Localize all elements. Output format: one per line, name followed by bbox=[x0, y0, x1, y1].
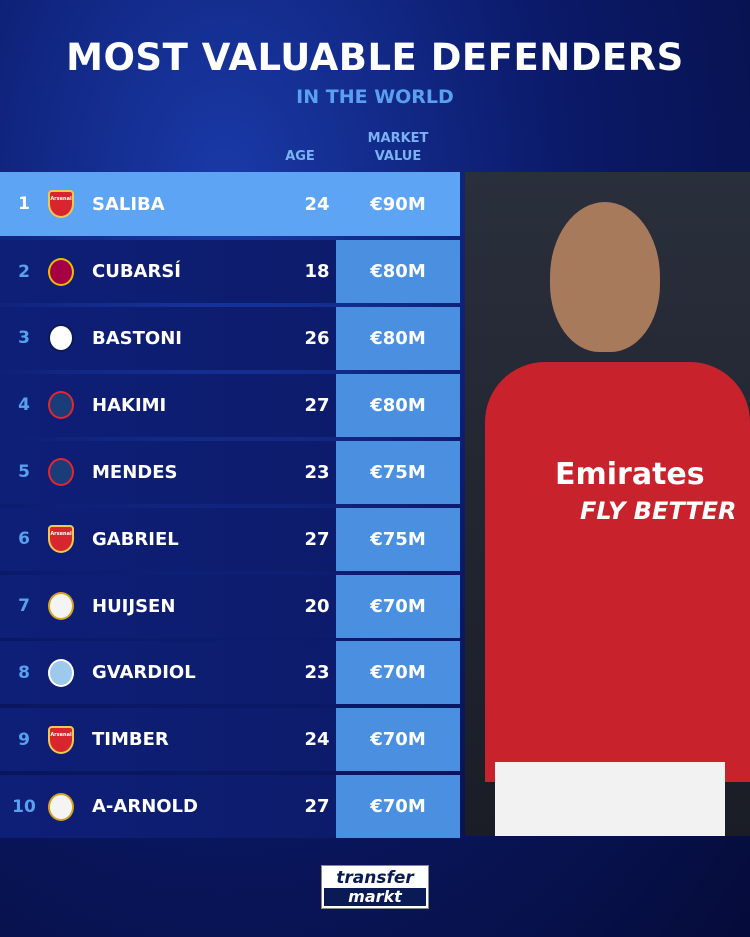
market-value: €75M bbox=[336, 507, 460, 571]
player-head bbox=[550, 202, 660, 352]
player-age: 27 bbox=[304, 528, 330, 550]
player-age: 20 bbox=[304, 595, 330, 617]
player-name: HUIJSEN bbox=[92, 595, 176, 617]
market-value: €90M bbox=[370, 193, 426, 215]
market-value: €80M bbox=[336, 373, 460, 437]
transfermarkt-logo: transfer markt bbox=[321, 865, 429, 909]
rank: 2 bbox=[18, 261, 30, 282]
rank: 4 bbox=[18, 395, 30, 416]
logo-line2: markt bbox=[324, 888, 426, 906]
logo-line1: transfer bbox=[336, 868, 414, 888]
club-crest-icon bbox=[48, 458, 74, 487]
player-name: A-ARNOLD bbox=[92, 796, 198, 818]
rank: 9 bbox=[18, 729, 30, 750]
player-name: CUBARSÍ bbox=[92, 261, 181, 282]
table-row: 10 A-ARNOLD 27 €70M bbox=[0, 775, 460, 839]
player-age: 26 bbox=[304, 327, 330, 349]
club-crest-icon bbox=[48, 324, 74, 353]
market-value: €80M bbox=[336, 306, 460, 370]
age-header: AGE bbox=[285, 149, 315, 164]
player-name: GABRIEL bbox=[92, 528, 179, 550]
market-value: €75M bbox=[336, 440, 460, 504]
value-header-line2: VALUE bbox=[374, 149, 422, 164]
value-header-line1: MARKET bbox=[367, 131, 429, 146]
market-value: €70M bbox=[336, 574, 460, 638]
rank: 3 bbox=[18, 328, 30, 349]
table-row: 1 Arsenal SALIBA 24 €90M bbox=[0, 172, 460, 236]
table-row: 6 Arsenal GABRIEL 27 €75M bbox=[0, 507, 460, 571]
club-crest-icon bbox=[48, 391, 74, 420]
player-age: 24 bbox=[304, 193, 330, 215]
club-crest-icon: Arsenal bbox=[48, 190, 74, 218]
market-value: €70M bbox=[336, 641, 460, 705]
rank: 7 bbox=[18, 596, 30, 616]
player-age: 18 bbox=[304, 261, 330, 282]
table-row: 7 HUIJSEN 20 €70M bbox=[0, 574, 460, 638]
table-row: 5 MENDES 23 €75M bbox=[0, 440, 460, 504]
player-name: SALIBA bbox=[92, 193, 165, 215]
sponsor-tagline: FLY BETTER bbox=[580, 497, 737, 525]
table-row: 9 Arsenal TIMBER 24 €70M bbox=[0, 708, 460, 772]
page-subtitle: IN THE WORLD bbox=[296, 86, 454, 108]
market-value: €80M bbox=[336, 240, 460, 303]
club-crest-icon bbox=[48, 257, 74, 286]
club-crest-icon: Arsenal bbox=[48, 725, 74, 754]
player-name: GVARDIOL bbox=[92, 662, 196, 684]
player-name: BASTONI bbox=[92, 327, 182, 349]
rank: 8 bbox=[18, 662, 30, 683]
club-crest-icon bbox=[48, 658, 74, 687]
club-crest-icon bbox=[48, 592, 74, 620]
value-header: MARKET VALUE bbox=[336, 130, 460, 166]
sponsor-text: Emirates bbox=[555, 457, 705, 492]
player-age: 23 bbox=[304, 662, 330, 684]
page-title: MOST VALUABLE DEFENDERS bbox=[66, 36, 684, 79]
player-age: 24 bbox=[304, 729, 330, 751]
rank: 5 bbox=[18, 462, 30, 483]
table-row: 4 HAKIMI 27 €80M bbox=[0, 373, 460, 437]
player-age: 27 bbox=[304, 796, 330, 818]
crest-lettering: Arsenal bbox=[50, 731, 72, 738]
player-age: 27 bbox=[304, 394, 330, 416]
rank: 6 bbox=[18, 529, 30, 550]
rank: 1 bbox=[18, 194, 30, 214]
rank: 10 bbox=[12, 796, 36, 817]
crest-lettering: Arsenal bbox=[50, 531, 72, 538]
shirt bbox=[485, 362, 750, 782]
table-row: 8 GVARDIOL 23 €70M bbox=[0, 641, 460, 705]
club-crest-icon bbox=[48, 792, 74, 821]
player-photo: Emirates FLY BETTER bbox=[465, 172, 750, 836]
crest-lettering: Arsenal bbox=[50, 196, 72, 202]
table-row: 2 CUBARSÍ 18 €80M bbox=[0, 240, 460, 303]
player-age: 23 bbox=[304, 461, 330, 483]
club-crest-icon: Arsenal bbox=[48, 525, 74, 554]
market-value: €70M bbox=[336, 775, 460, 839]
shorts bbox=[495, 762, 725, 836]
player-name: MENDES bbox=[92, 461, 178, 483]
table-row: 3 BASTONI 26 €80M bbox=[0, 306, 460, 370]
player-name: HAKIMI bbox=[92, 394, 167, 416]
market-value: €70M bbox=[336, 708, 460, 772]
player-name: TIMBER bbox=[92, 729, 169, 751]
